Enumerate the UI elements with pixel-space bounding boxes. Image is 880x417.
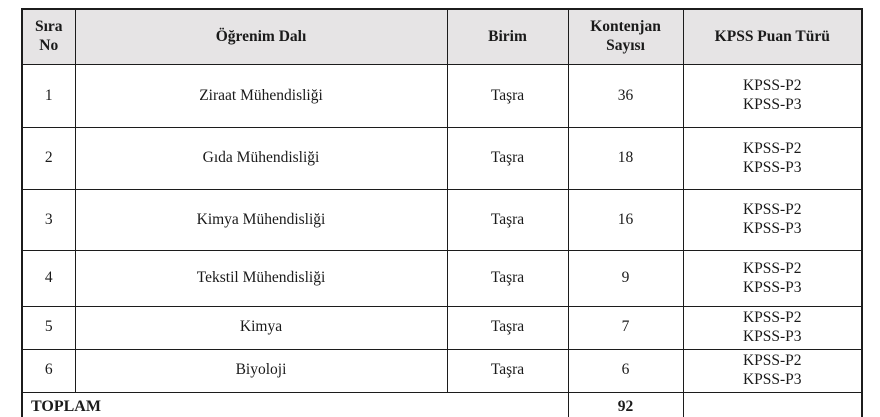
table-row: 6 Biyoloji Taşra 6 KPSS-P2 KPSS-P3 xyxy=(21,348,863,393)
table-row: 4 Tekstil Mühendisliği Taşra 9 KPSS-P2 K… xyxy=(21,250,863,307)
cell-kpss-puan-turu: KPSS-P2 KPSS-P3 xyxy=(682,348,863,393)
cell-sira-no: 2 xyxy=(21,127,76,190)
cell-ogrenim-dali: Tekstil Mühendisliği xyxy=(74,250,448,307)
cell-sira-no: 3 xyxy=(21,189,76,251)
col-header-ogrenim-dali: Öğrenim Dalı xyxy=(74,8,448,65)
cell-kpss-puan-turu: KPSS-P2 KPSS-P3 xyxy=(682,127,863,190)
cell-kontenjan: 6 xyxy=(567,348,684,393)
total-label: TOPLAM xyxy=(21,391,569,417)
cell-ogrenim-dali: Kimya Mühendisliği xyxy=(74,189,448,251)
col-header-birim: Birim xyxy=(446,8,569,65)
total-kontenjan-value: 92 xyxy=(567,391,684,417)
cell-ogrenim-dali: Ziraat Mühendisliği xyxy=(74,64,448,128)
cell-sira-no: 4 xyxy=(21,250,76,307)
header-row: Sıra No Öğrenim Dalı Birim Kontenjan Say… xyxy=(21,8,863,65)
cell-ogrenim-dali: Gıda Mühendisliği xyxy=(74,127,448,190)
cell-kontenjan: 36 xyxy=(567,64,684,128)
kpss-quota-table: Sıra No Öğrenim Dalı Birim Kontenjan Say… xyxy=(21,8,863,417)
cell-birim: Taşra xyxy=(446,250,569,307)
cell-birim: Taşra xyxy=(446,189,569,251)
cell-kpss-puan-turu: KPSS-P2 KPSS-P3 xyxy=(682,250,863,307)
cell-sira-no: 1 xyxy=(21,64,76,128)
cell-birim: Taşra xyxy=(446,127,569,190)
total-kpss-empty-cell xyxy=(682,391,863,417)
table-row: 1 Ziraat Mühendisliği Taşra 36 KPSS-P2 K… xyxy=(21,64,863,128)
cell-kpss-puan-turu: KPSS-P2 KPSS-P3 xyxy=(682,189,863,251)
table-row: 3 Kimya Mühendisliği Taşra 16 KPSS-P2 KP… xyxy=(21,189,863,251)
quota-table-container: Sıra No Öğrenim Dalı Birim Kontenjan Say… xyxy=(21,8,863,417)
cell-kontenjan: 9 xyxy=(567,250,684,307)
cell-kontenjan: 7 xyxy=(567,306,684,350)
table-row: 2 Gıda Mühendisliği Taşra 18 KPSS-P2 KPS… xyxy=(21,127,863,190)
cell-birim: Taşra xyxy=(446,306,569,350)
total-row: TOPLAM 92 xyxy=(21,391,863,417)
cell-ogrenim-dali: Kimya xyxy=(74,306,448,350)
cell-sira-no: 6 xyxy=(21,348,76,393)
cell-kontenjan: 18 xyxy=(567,127,684,190)
cell-kpss-puan-turu: KPSS-P2 KPSS-P3 xyxy=(682,306,863,350)
col-header-kontenjan-sayisi: Kontenjan Sayısı xyxy=(567,8,684,65)
col-header-sira-no: Sıra No xyxy=(21,8,76,65)
cell-kpss-puan-turu: KPSS-P2 KPSS-P3 xyxy=(682,64,863,128)
cell-kontenjan: 16 xyxy=(567,189,684,251)
cell-birim: Taşra xyxy=(446,348,569,393)
cell-sira-no: 5 xyxy=(21,306,76,350)
cell-ogrenim-dali: Biyoloji xyxy=(74,348,448,393)
cell-birim: Taşra xyxy=(446,64,569,128)
table-row: 5 Kimya Taşra 7 KPSS-P2 KPSS-P3 xyxy=(21,306,863,350)
col-header-kpss-puan-turu: KPSS Puan Türü xyxy=(682,8,863,65)
